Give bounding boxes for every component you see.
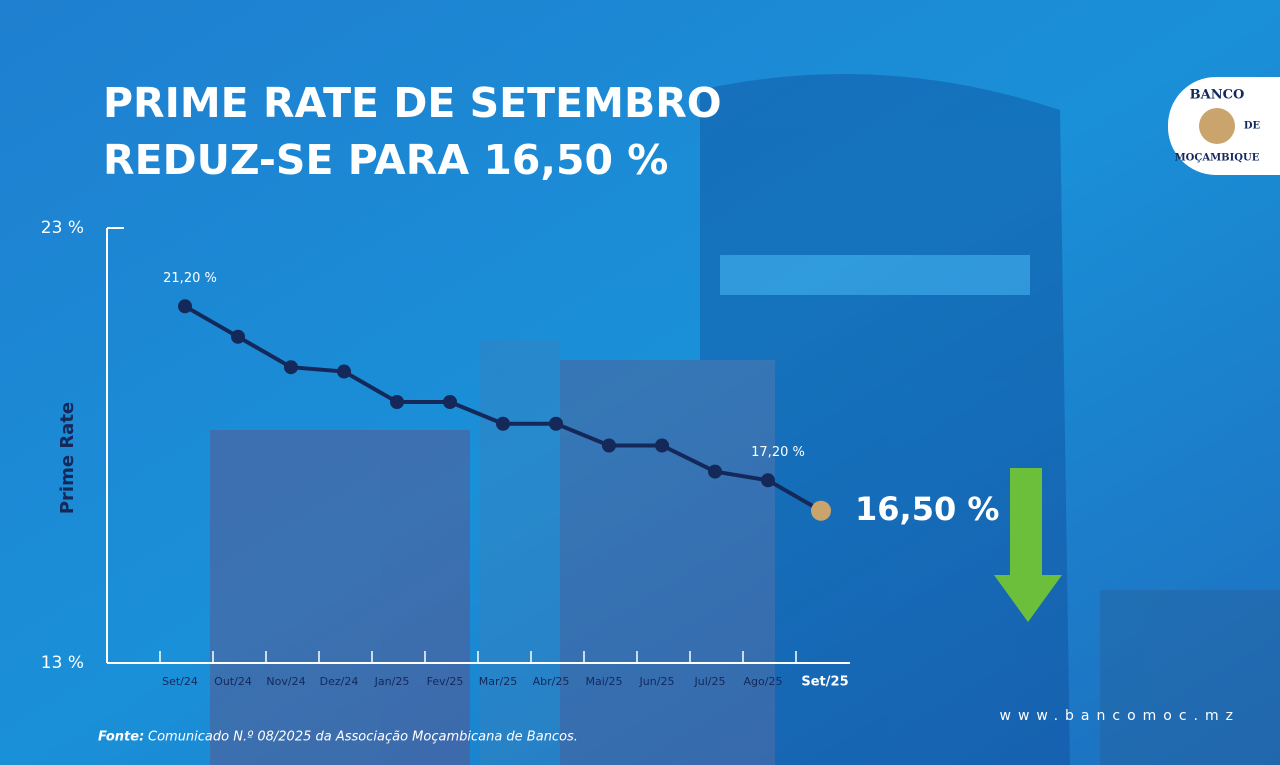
x-tick-label: Set/24 xyxy=(162,675,198,688)
point xyxy=(390,395,404,409)
point xyxy=(655,438,669,453)
point xyxy=(284,360,298,375)
point xyxy=(337,364,351,379)
source-label: Fonte: xyxy=(98,730,144,745)
x-tick-label: Dez/24 xyxy=(320,675,359,688)
logo-text: BANCO xyxy=(1190,88,1245,103)
plot: 13 % 23 % Set/24 Out/24 Nov/24 Dez/24 Jan/25 Fe… xyxy=(41,218,1000,690)
x-tick-label: Jul/25 xyxy=(694,675,726,688)
logo-emblem xyxy=(1199,108,1235,144)
x-tick-label: Out/24 xyxy=(214,675,252,688)
website: www.bancomoc.mz xyxy=(1000,708,1240,724)
data-label: 21,20 % xyxy=(163,271,217,286)
y-tick-label: 13 % xyxy=(41,653,84,673)
point xyxy=(708,464,722,479)
point xyxy=(231,329,245,344)
logo-text: DE xyxy=(1244,121,1261,132)
x-tick-label: Mar/25 xyxy=(479,675,517,688)
y-axis-title: Prime Rate xyxy=(57,402,78,514)
data-label: 16,50 % xyxy=(855,490,999,528)
x-tick-label: Fev/25 xyxy=(427,675,464,688)
arrow-shaft xyxy=(1010,468,1042,580)
point xyxy=(496,416,510,431)
point xyxy=(602,438,616,453)
data-label: 17,20 % xyxy=(751,445,805,460)
point xyxy=(178,299,192,314)
x-tick-label: Jun/25 xyxy=(639,675,675,688)
title-line: PRIME RATE DE SETEMBRO xyxy=(103,79,722,127)
x-tick-label: Jan/25 xyxy=(374,675,410,688)
point xyxy=(549,416,563,431)
buildings xyxy=(210,74,1280,765)
source-text: Comunicado N.º 08/2025 da Associação Moç… xyxy=(148,730,578,745)
x-tick-label: Abr/25 xyxy=(533,675,570,688)
x-tick-label: Nov/24 xyxy=(266,675,305,688)
title-line: REDUZ-SE PARA 16,50 % xyxy=(103,136,668,184)
y-tick-label: 23 % xyxy=(41,218,84,238)
x-tick-label: Ago/25 xyxy=(744,675,783,688)
point xyxy=(811,500,831,521)
x-tick-label: Mai/25 xyxy=(586,675,623,688)
logo-text: MOÇAMBIQUE xyxy=(1175,153,1260,164)
x-tick-label: Set/25 xyxy=(801,675,848,690)
arrow-head xyxy=(994,575,1062,622)
point xyxy=(761,473,775,488)
point xyxy=(443,395,457,409)
